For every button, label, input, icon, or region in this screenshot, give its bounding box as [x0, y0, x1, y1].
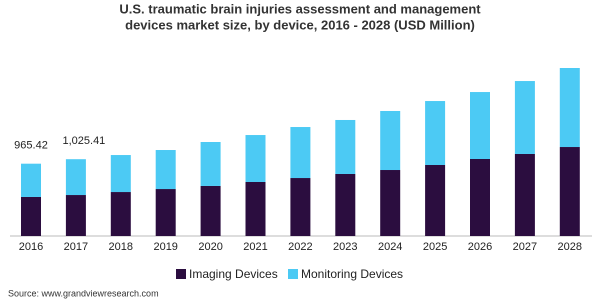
x-tick-label: 2028: [558, 241, 582, 253]
chart-subtitle: devices market size, by device, 2016 - 2…: [125, 17, 475, 32]
bar-segment: [425, 101, 446, 165]
legend-label: Monitoring Devices: [301, 267, 403, 281]
x-tick-label: 2017: [64, 241, 88, 253]
chart-title: U.S. traumatic brain injuries assessment…: [119, 1, 481, 16]
x-tick-label: 2023: [333, 241, 357, 253]
x-tick-label: 2020: [198, 241, 222, 253]
bar-segment: [335, 119, 356, 174]
total-label: 1,025.41: [62, 135, 105, 147]
x-tick-label: 2019: [153, 241, 177, 253]
bar-segment: [425, 164, 446, 236]
bar-segment: [245, 135, 266, 182]
bar-segment: [200, 185, 221, 236]
bar-segment: [514, 153, 535, 236]
x-tick-label: 2026: [468, 241, 492, 253]
source: Source: www.grandviewresearch.com: [8, 288, 159, 298]
bar-segment: [21, 163, 41, 197]
bar-segment: [290, 178, 311, 236]
total-label: 965.42: [14, 140, 48, 152]
bar-segment: [110, 155, 131, 193]
bar-segment: [380, 110, 401, 171]
bar-segment: [559, 68, 580, 148]
bar-segment: [514, 81, 535, 154]
legend-swatch: [288, 269, 298, 279]
bar-segment: [155, 189, 176, 236]
x-tick-label: 2027: [513, 241, 537, 253]
x-tick-label: 2018: [109, 241, 133, 253]
x-tick-label: 2022: [288, 241, 312, 253]
bar-segment: [21, 196, 41, 236]
bar-segment: [470, 159, 490, 236]
legend-swatch: [176, 269, 186, 279]
x-tick-label: 2024: [378, 241, 402, 253]
x-tick-label: 2016: [19, 241, 43, 253]
bar-segment: [335, 173, 356, 236]
bar-segment: [65, 159, 86, 196]
legend-label: Imaging Devices: [189, 267, 278, 281]
bar-segment: [200, 142, 221, 186]
x-tick-label: 2021: [243, 241, 267, 253]
bar-segment: [470, 92, 490, 160]
bar-segment: [65, 195, 86, 236]
bar-segment: [155, 150, 176, 190]
bar-segment: [559, 147, 580, 236]
bar-segment: [245, 181, 266, 236]
bar-segment: [290, 127, 311, 179]
x-tick-label: 2025: [423, 241, 447, 253]
bar-segment: [380, 170, 401, 236]
bar-segment: [110, 192, 131, 236]
